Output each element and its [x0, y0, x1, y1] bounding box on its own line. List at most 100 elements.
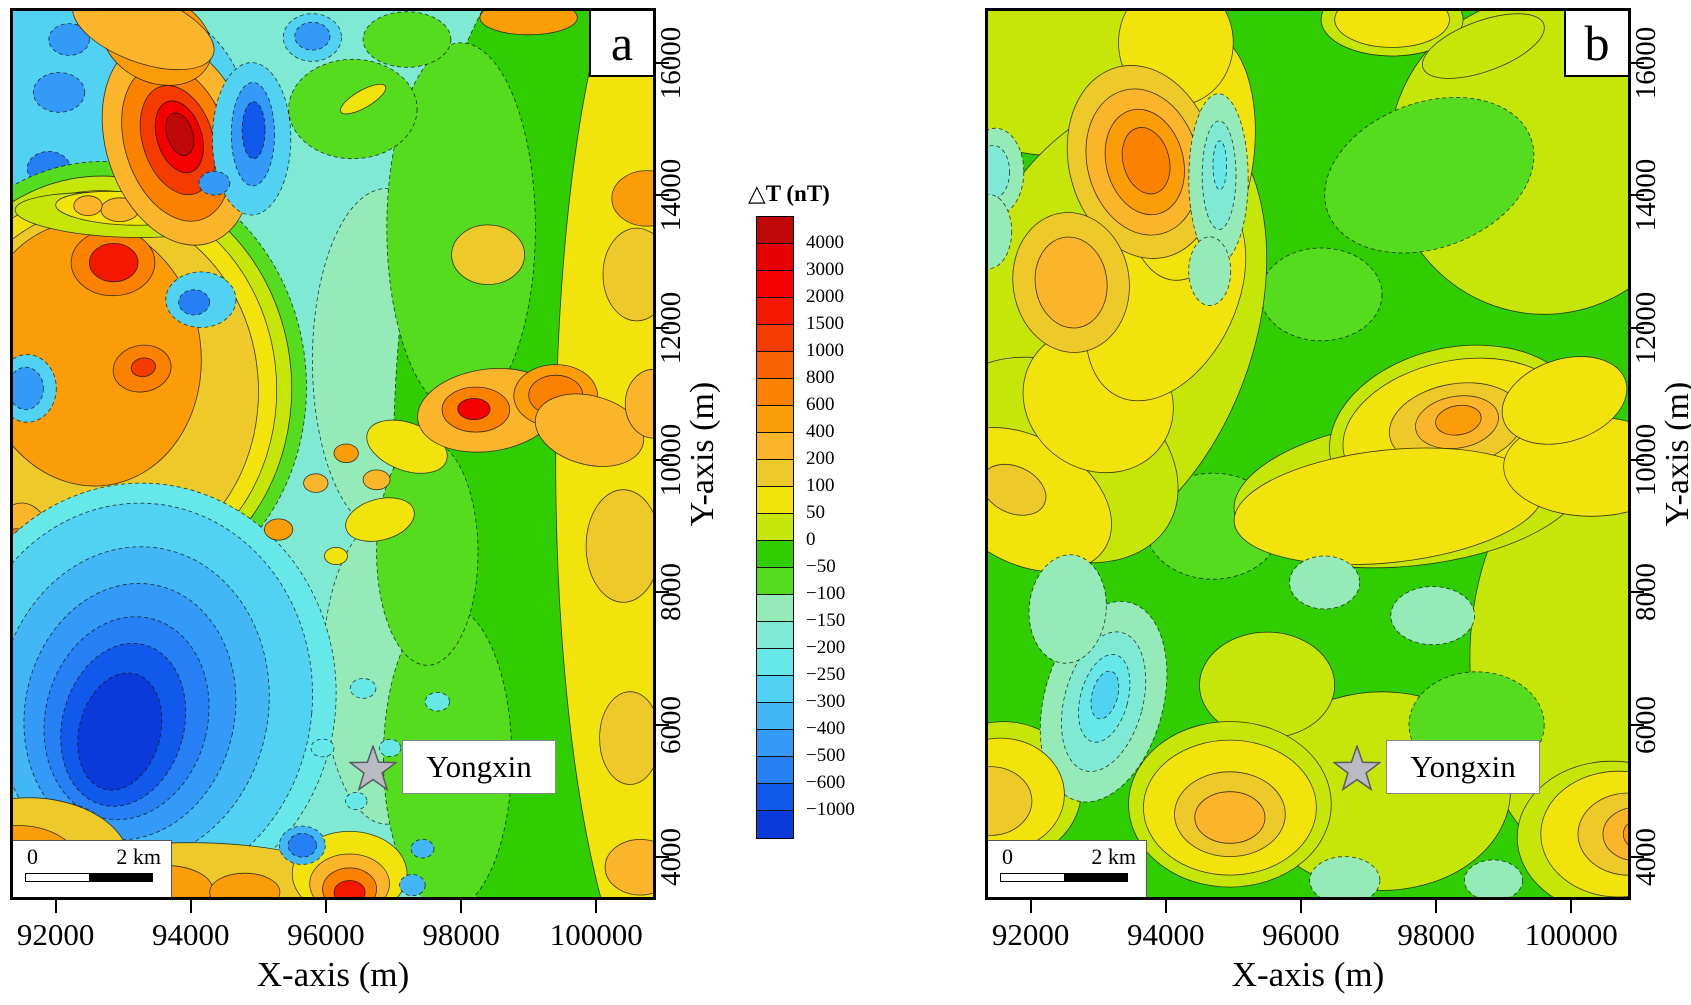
colorbar-band	[757, 406, 793, 433]
anomaly-contour	[1622, 823, 1628, 846]
y-tick	[1631, 61, 1644, 64]
y-tick-label: 12000	[1630, 291, 1662, 364]
colorbar-tick-label: 200	[806, 448, 835, 469]
colorbar-tick-label: 0	[806, 529, 816, 550]
y-tick	[656, 723, 669, 726]
anomaly-contour	[345, 497, 415, 542]
x-tick	[460, 900, 463, 913]
anomaly-contour	[599, 691, 653, 785]
colorbar-tick-label: −150	[806, 610, 846, 631]
x-tick-label: 92000	[991, 917, 1070, 952]
anomaly-contour	[1194, 791, 1266, 844]
x-tick	[324, 900, 327, 913]
scale-bar-graphic	[1000, 873, 1128, 882]
y-tick	[656, 194, 669, 197]
y-tick	[656, 856, 669, 859]
colorbar-tick-label: −200	[806, 637, 846, 658]
anomaly-contour	[1028, 554, 1107, 664]
x-tick-label: 100000	[1524, 917, 1618, 952]
colorbar: △T (nT) 4000 3000 2000 1500 1000 800 600 400 200…	[748, 180, 898, 860]
anomaly-contour	[1188, 236, 1232, 307]
anomaly-contour	[77, 672, 163, 791]
y-tick	[656, 591, 669, 594]
anomaly-contour	[287, 832, 317, 858]
x-tick	[1164, 900, 1167, 913]
anomaly-contour	[451, 224, 526, 285]
colorbar-band	[757, 676, 793, 703]
y-tick	[656, 61, 669, 64]
x-tick-label: 94000	[151, 917, 230, 952]
colorbar-band	[757, 433, 793, 460]
anomaly-contour	[585, 489, 653, 603]
anomaly-contour	[988, 463, 1047, 516]
x-tick-label: 100000	[549, 917, 643, 952]
x-tick	[189, 900, 192, 913]
y-tick-label: 14000	[1630, 158, 1662, 232]
colorbar-band	[757, 649, 793, 676]
scale-bar-white-segment	[25, 873, 90, 882]
panel-b: Yongxin b 0 2 km X-axis (m) Y-axis (m) 9…	[985, 8, 1691, 994]
place-label: Yongxin	[1386, 740, 1540, 794]
colorbar-band	[757, 622, 793, 649]
scale-bar-white-segment	[1000, 873, 1065, 882]
colorbar-band	[757, 568, 793, 595]
anomaly-contour	[324, 546, 348, 566]
y-tick-label: 4000	[1630, 828, 1662, 887]
colorbar-tick-label: −500	[806, 745, 846, 766]
contour-map-a	[13, 11, 653, 897]
colorbar-band	[757, 487, 793, 514]
colorbar-tick-label: −50	[806, 556, 836, 577]
x-tick-label: 98000	[1397, 917, 1475, 952]
anomaly-contour	[362, 469, 391, 491]
colorbar-tick-label: −1000	[806, 799, 855, 820]
location-star-icon	[349, 745, 397, 792]
anomaly-contour	[457, 397, 491, 421]
x-tick	[1299, 900, 1302, 913]
colorbar-tick-label: 100	[806, 475, 835, 496]
anomaly-contour	[1034, 236, 1108, 329]
scale-length-label: 2 km	[116, 844, 161, 869]
scale-zero-label: 0	[27, 844, 38, 869]
scale-bar-graphic	[25, 873, 153, 882]
scale-bar: 0 2 km	[988, 840, 1147, 897]
anomaly-contour	[1422, 13, 1545, 79]
colorbar-tick-label: −600	[806, 772, 846, 793]
y-tick	[656, 458, 669, 461]
anomaly-contour	[310, 738, 335, 758]
colorbar-band	[757, 784, 793, 811]
anomaly-contour	[410, 839, 435, 859]
anomaly-contour	[13, 366, 44, 410]
anomaly-contour	[165, 112, 195, 156]
y-tick-label: 14000	[655, 158, 687, 232]
anomaly-contour	[988, 145, 1010, 199]
anomaly-contour	[209, 872, 281, 897]
anomaly-contour	[604, 839, 653, 896]
anomaly-contour	[1435, 404, 1482, 436]
anomaly-contour	[178, 289, 211, 316]
anomaly-contour	[1212, 140, 1228, 191]
y-tick-label: 6000	[1630, 695, 1662, 754]
anomaly-contour	[32, 72, 86, 113]
anomaly-contour	[1309, 856, 1381, 897]
anomaly-contour	[72, 11, 215, 71]
place-label: Yongxin	[402, 740, 556, 794]
colorbar-band	[757, 514, 793, 541]
y-tick-label: 6000	[655, 695, 687, 754]
colorbar-tick-label: −400	[806, 718, 846, 739]
y-tick	[1631, 723, 1644, 726]
panel-label: b	[1584, 15, 1610, 71]
colorbar-band	[757, 298, 793, 325]
colorbar-tick-label: 2000	[806, 286, 844, 307]
x-axis-title: X-axis (m)	[1231, 955, 1385, 994]
x-tick	[595, 900, 598, 913]
anomaly-contour	[988, 766, 1033, 836]
anomaly-contour	[73, 195, 103, 216]
colorbar-tick-label: 3000	[806, 259, 844, 280]
colorbar-band	[757, 271, 793, 298]
anomaly-contour	[399, 874, 426, 897]
colorbar-tick-label: −250	[806, 664, 846, 685]
colorbar-band	[757, 541, 793, 568]
anomaly-contour	[534, 393, 645, 467]
colorbar-band	[757, 244, 793, 271]
anomaly-contour	[88, 243, 139, 283]
